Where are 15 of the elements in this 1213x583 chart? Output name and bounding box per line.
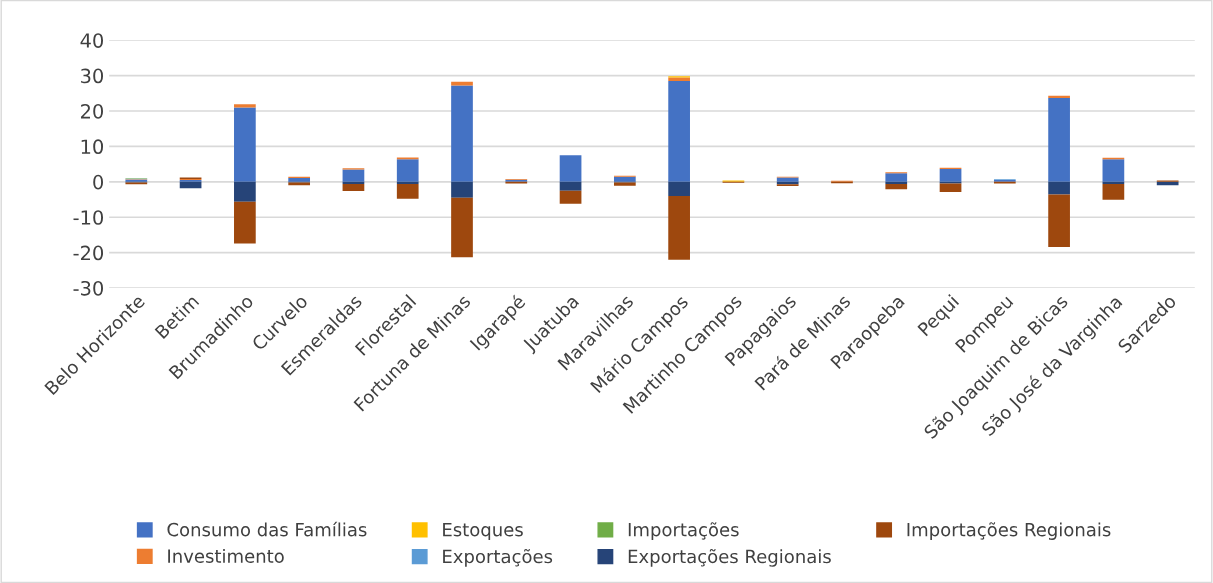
y-tick-label: 10	[81, 139, 104, 155]
legend-label: Exportações	[443, 548, 553, 567]
y-tick-label: 20	[80, 103, 104, 119]
y-tick-label: -30	[73, 280, 104, 296]
y-tick-label: -10	[73, 210, 104, 225]
legend-label: Exportações Regionais	[628, 548, 831, 567]
y-tick-label: 40	[80, 33, 104, 48]
y-tick-label: 30	[81, 68, 104, 84]
legend-label: Consumo das Famílias	[167, 521, 367, 537]
y-tick-label: -20	[73, 245, 104, 261]
y-tick-label: 0	[93, 174, 104, 190]
legend-label: Estoques	[443, 523, 523, 540]
legend-label: Importações Regionais	[907, 522, 1111, 540]
legend-label: Investimento	[168, 548, 284, 563]
legend-label: Importações	[628, 522, 739, 540]
